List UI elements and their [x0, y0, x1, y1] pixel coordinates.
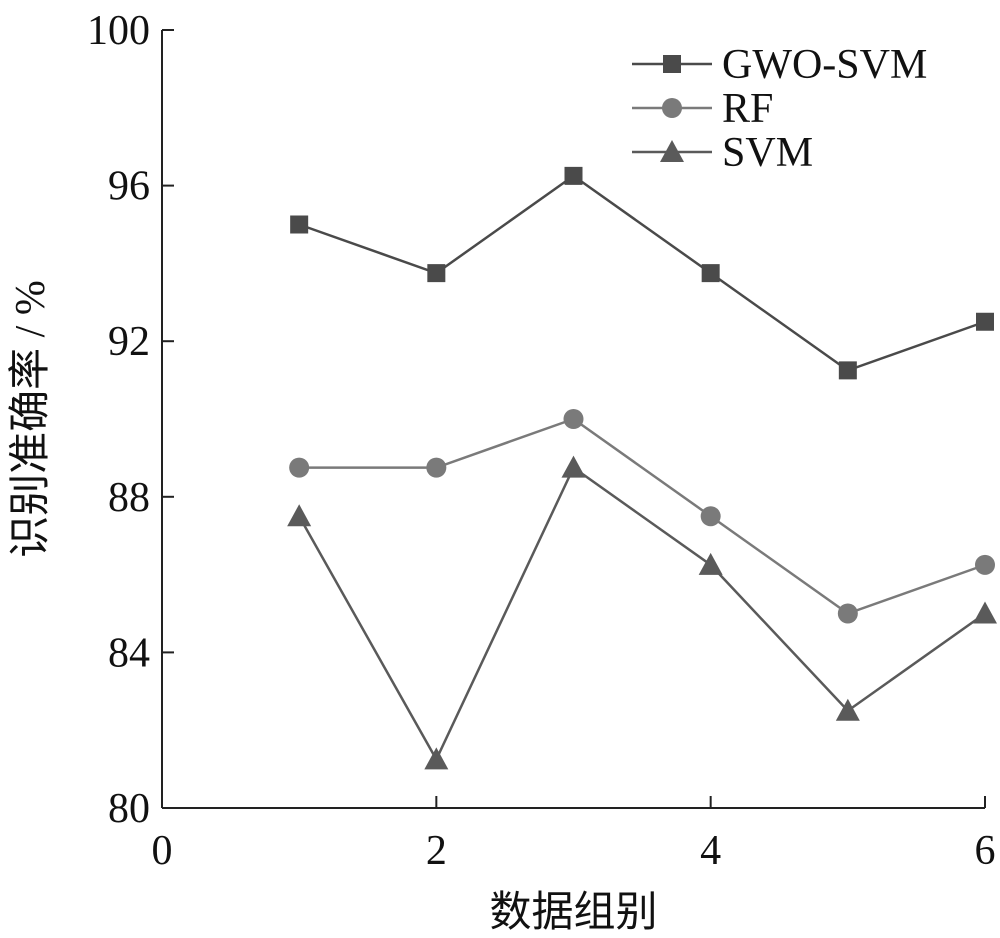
series-rf: [289, 409, 995, 624]
data-point-svm: [835, 698, 860, 721]
data-point-rf: [289, 457, 310, 478]
data-point-rf: [837, 603, 858, 624]
legend-marker-svm: [660, 140, 684, 162]
legend-label-gwo-svm: GWO-SVM: [722, 42, 927, 88]
x-tick-label: 4: [700, 828, 721, 874]
data-point-gwo-svm: [976, 312, 994, 331]
x-tick-label: 6: [975, 828, 996, 874]
x-axis-title: 数据组别: [489, 890, 657, 936]
data-point-svm: [561, 455, 586, 478]
data-point-rf: [426, 457, 447, 478]
y-tick-label: 92: [108, 319, 150, 365]
legend-item-gwo-svm: GWO-SVM: [632, 42, 927, 88]
data-point-rf: [700, 506, 721, 527]
y-tick-label: 80: [108, 786, 150, 832]
axes: 80 84 88 92 96 100 0 2 4 6: [87, 8, 996, 874]
legend-item-rf: RF: [632, 86, 773, 132]
y-tick-label: 100: [87, 8, 150, 54]
series-svm: [287, 455, 997, 770]
data-point-svm: [424, 747, 449, 770]
y-tick-label: 84: [108, 630, 150, 676]
data-point-gwo-svm: [290, 215, 309, 234]
legend-marker-rf: [662, 98, 682, 118]
series-line-svm: [298, 465, 986, 763]
data-point-rf: [563, 409, 584, 429]
y-tick-label: 96: [108, 164, 150, 210]
y-axis-title: 识别准确率 / %: [7, 280, 54, 558]
series-layer: [287, 166, 997, 770]
x-tick-label: 2: [426, 828, 447, 874]
x-tick-label: 0: [152, 828, 173, 874]
data-point-gwo-svm: [427, 264, 446, 283]
series-gwo-svm: [290, 166, 994, 380]
data-point-gwo-svm: [701, 264, 720, 283]
legend-item-svm: SVM: [632, 130, 813, 176]
data-point-svm: [698, 552, 723, 575]
data-point-gwo-svm: [564, 166, 583, 185]
data-point-rf: [975, 554, 995, 575]
legend-label-rf: RF: [722, 86, 773, 132]
legend-label-svm: SVM: [722, 130, 813, 176]
legend-marker-gwo-svm: [663, 55, 681, 73]
series-line-rf: [299, 417, 986, 615]
data-point-svm: [287, 504, 312, 527]
series-line-gwo-svm: [298, 174, 986, 372]
data-point-svm: [973, 601, 997, 624]
y-tick-label: 88: [108, 475, 150, 521]
data-point-gwo-svm: [838, 361, 857, 380]
